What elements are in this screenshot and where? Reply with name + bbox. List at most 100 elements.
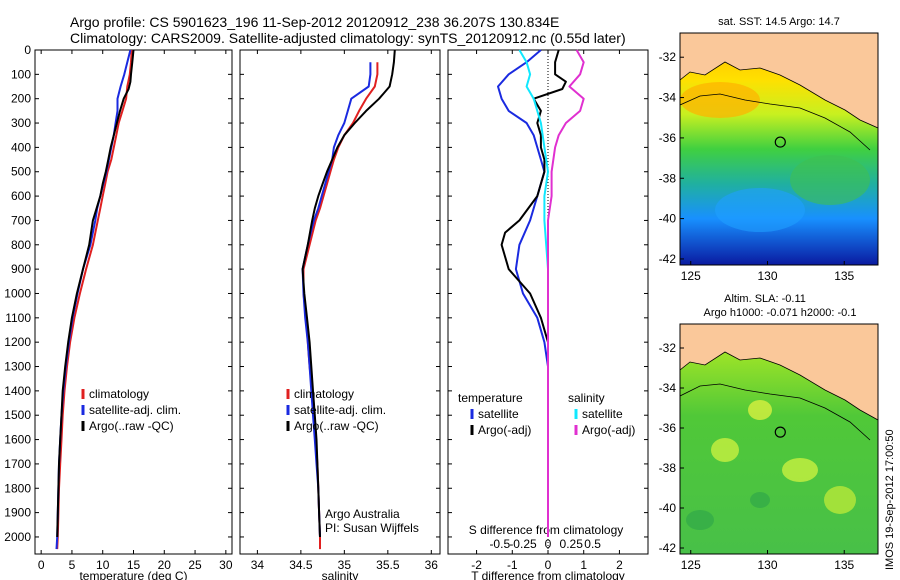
- depth-tick-label: 500: [11, 165, 31, 179]
- depth-tick-label: 800: [11, 238, 31, 252]
- difference-legend-label: Argo(-adj): [478, 423, 531, 437]
- depth-tick-label: 600: [11, 189, 31, 203]
- temperature-xtick-label: 20: [158, 558, 172, 572]
- sla_map-ytick-label: -38: [659, 461, 677, 475]
- legend-temperature-title: temperature: [458, 391, 523, 405]
- difference-series-line-3: [547, 49, 585, 537]
- difference-xtick-label: 1: [580, 558, 587, 572]
- temperature-xtick-label: 0: [38, 558, 45, 572]
- s-diff-axis-label: S difference from climatology: [469, 523, 624, 537]
- temperature-xtick-label: 10: [96, 558, 110, 572]
- depth-tick-label: 200: [11, 92, 31, 106]
- s-diff-tick-label: 0.25: [560, 537, 584, 551]
- salinity-xtick-label: 35: [338, 558, 352, 572]
- sst-green-patch: [790, 155, 870, 205]
- depth-tick-label: 2000: [4, 530, 31, 544]
- title-line-1: Argo profile: CS 5901623_196 11-Sep-2012…: [70, 14, 559, 30]
- salinity-legend-label: climatology: [294, 387, 354, 401]
- sst_map-argo-location-marker: [774, 136, 786, 148]
- depth-tick-label: 1300: [4, 360, 31, 374]
- salinity-series-line-1: [301, 62, 372, 538]
- sla-patch-4: [824, 486, 856, 514]
- title-line-2: Climatology: CARS2009. Satellite-adjuste…: [70, 30, 626, 46]
- sla-map-frame: [679, 323, 879, 555]
- sla-map-title-1: Altim. SLA: -0.11: [724, 293, 806, 305]
- sla_map-xtick-label: 130: [757, 558, 777, 572]
- sla-coastline: [680, 351, 878, 421]
- sst_map-ytick-label: -38: [659, 171, 677, 185]
- sla_map-xtick-label: 125: [681, 558, 701, 572]
- depth-tick-label: 1600: [4, 433, 31, 447]
- salinity-xtick-label: 35.5: [376, 558, 400, 572]
- sla_map-ytick-label: -36: [659, 421, 677, 435]
- depth-tick-label: 0: [24, 43, 31, 57]
- s-diff-tick-label: -0.5: [489, 537, 510, 551]
- sst_map-xtick-label: 130: [757, 269, 777, 283]
- temperature-legend-label: satellite-adj. clim.: [89, 403, 181, 417]
- sla_map-ytick-label: -32: [659, 341, 677, 355]
- difference-legend-label: Argo(-adj): [582, 423, 635, 437]
- sla_map-xtick-label: 135: [834, 558, 854, 572]
- sst-land: [680, 33, 878, 128]
- depth-tick-label: 1100: [5, 311, 31, 325]
- sla-isobath: [680, 383, 871, 441]
- sst_map-ytick-label: -32: [659, 50, 677, 64]
- sst-warm-patch: [680, 82, 760, 118]
- depth-tick-label: 900: [11, 262, 31, 276]
- legend-salinity-title: salinity: [568, 391, 605, 405]
- argo-australia-note: Argo Australia: [325, 507, 400, 521]
- depth-tick-label: 1800: [4, 481, 31, 495]
- sst_map-ytick-label: -34: [659, 91, 677, 105]
- sla_map-ytick-label: -42: [659, 541, 677, 555]
- depth-tick-label: 700: [11, 213, 31, 227]
- salinity-legend-label: Argo(..raw -QC): [294, 419, 379, 433]
- difference-xtick-label: 0: [545, 558, 552, 572]
- sst-map: sat. SST: 14.5 Argo: 14.7 125 130 135 -32 -3…: [659, 16, 879, 283]
- sla-patch-2: [782, 458, 818, 482]
- temperature-legend-label: climatology: [89, 387, 149, 401]
- depth-tick-label: 1700: [4, 457, 31, 471]
- temperature-xtick-label: 15: [127, 558, 141, 572]
- difference-xtick-label: -2: [471, 558, 482, 572]
- sst-cool-patch: [715, 188, 805, 232]
- temperature-legend-label: Argo(..raw -QC): [89, 419, 174, 433]
- sst_map-ytick-label: -42: [659, 252, 677, 266]
- pi-note: PI: Susan Wijffels: [325, 521, 419, 535]
- sst-coastline: [680, 61, 878, 129]
- salinity-xtick-label: 34.5: [289, 558, 313, 572]
- sla-map: Altim. SLA: -0.11 Argo h1000: -0.071 h20…: [659, 293, 879, 572]
- sst_map-ytick-label: -36: [659, 131, 677, 145]
- salinity-profile-chart: 34 34.5 35 35.5 36 salinity climatology satelli…: [239, 49, 441, 580]
- temperature-plot-frame: [34, 49, 233, 555]
- salinity-series-line-2: [301, 49, 396, 538]
- depth-tick-label: 300: [11, 116, 31, 130]
- sla-land: [680, 324, 878, 420]
- sst-map-frame: [679, 32, 879, 266]
- temperature-profile-chart: 0 5 10 15 20 25 300100200300400500600700800900…: [4, 43, 233, 580]
- depth-tick-label: 1900: [4, 506, 31, 520]
- depth-tick-label: 400: [11, 140, 31, 154]
- depth-tick-label: 1200: [4, 335, 31, 349]
- figure-title: Argo profile: CS 5901623_196 11-Sep-2012…: [70, 14, 626, 46]
- salinity-plot-frame: [239, 49, 441, 555]
- depth-tick-label: 1400: [4, 384, 31, 398]
- sst-map-axes: 125 130 135 -32 -34 -36 -38 -40 -42: [659, 50, 855, 283]
- sla-patch-5: [686, 510, 714, 530]
- sst_map-xtick-label: 125: [681, 269, 701, 283]
- difference-legend-label: satellite: [582, 407, 623, 421]
- sla-patch-1: [711, 438, 739, 462]
- salinity-xtick-label: 36: [425, 558, 439, 572]
- temperature-series-line-2: [56, 49, 135, 538]
- salinity-legend-label: satellite-adj. clim.: [294, 403, 386, 417]
- sst_map-ytick-label: -40: [659, 212, 677, 226]
- temperature-xlabel: temperature (deg C): [79, 569, 187, 580]
- difference-xtick-label: -1: [507, 558, 518, 572]
- sla-patch-6: [750, 492, 770, 508]
- difference-legend-label: satellite: [478, 407, 519, 421]
- temperature-xtick-label: 25: [188, 558, 202, 572]
- salinity-xtick-label: 34: [251, 558, 265, 572]
- s-diff-tick-label: 0.5: [584, 537, 601, 551]
- sla_map-argo-location-marker: [774, 426, 786, 438]
- footer-timestamp: IMOS 19-Sep-2012 17:00:50: [884, 429, 896, 570]
